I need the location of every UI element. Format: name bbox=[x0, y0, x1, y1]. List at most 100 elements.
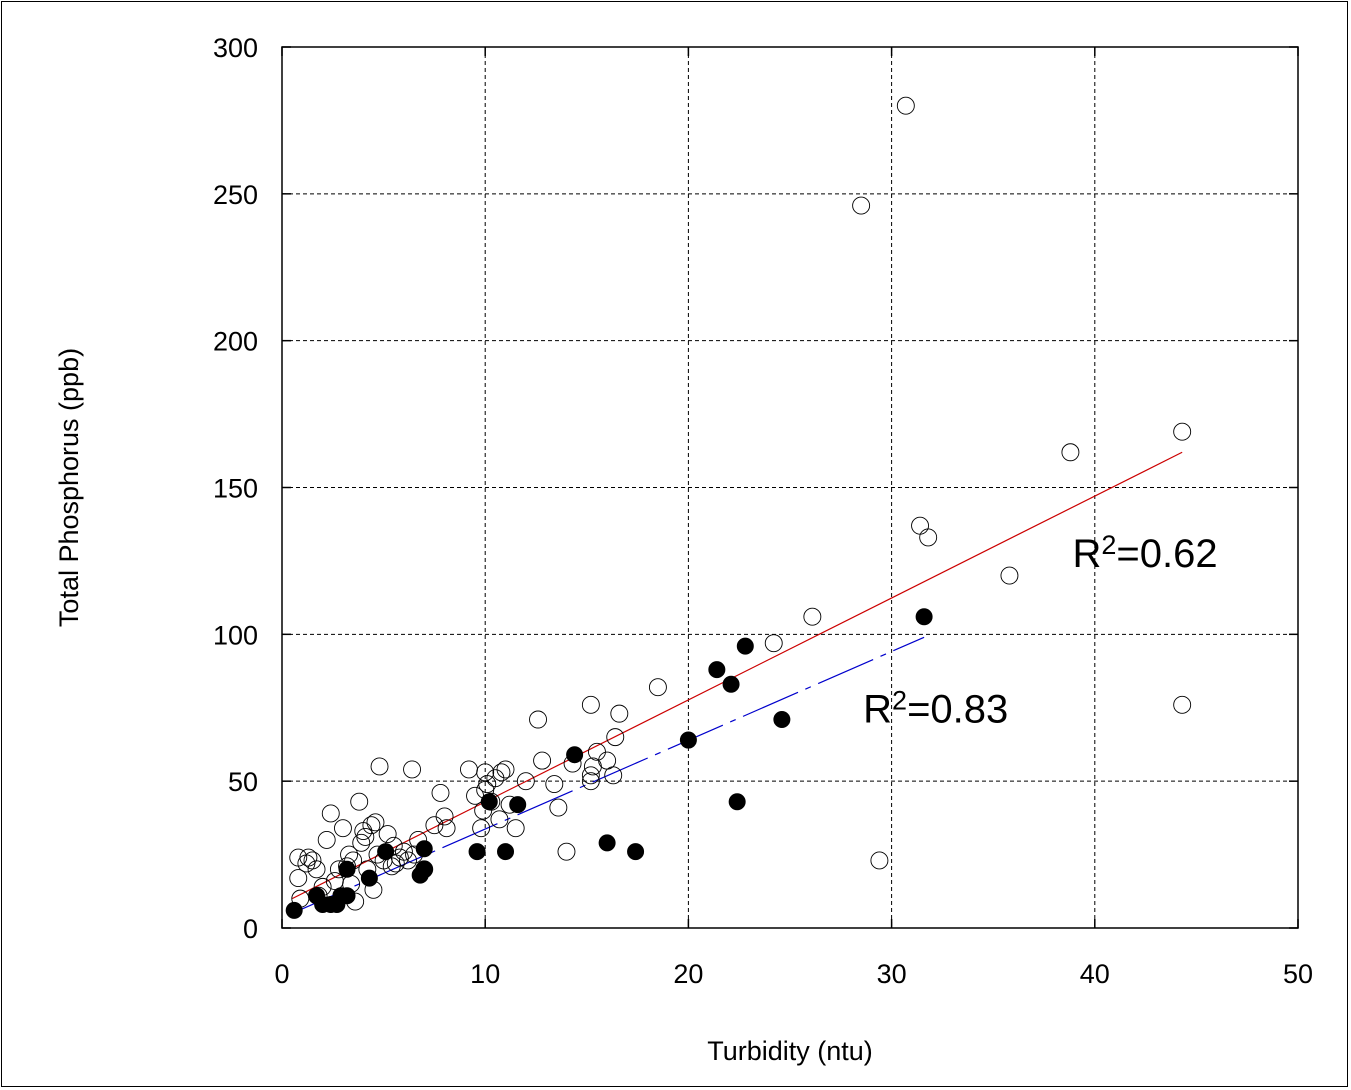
filled-point bbox=[415, 860, 433, 878]
open-point bbox=[1173, 422, 1192, 441]
filled-point bbox=[708, 661, 726, 679]
x-tick-label: 50 bbox=[1283, 959, 1313, 989]
r-squared-label: R2=0.62 bbox=[1072, 530, 1217, 576]
filled-point bbox=[285, 901, 303, 919]
open-point bbox=[588, 742, 606, 761]
open-point bbox=[366, 813, 385, 832]
x-tick-label: 0 bbox=[274, 959, 289, 989]
filled-point bbox=[338, 860, 356, 878]
open-point bbox=[557, 842, 576, 861]
filled-point bbox=[566, 746, 584, 764]
open-point bbox=[350, 792, 369, 811]
open-point bbox=[425, 816, 444, 835]
filled-point bbox=[468, 843, 486, 861]
open-point bbox=[764, 634, 783, 653]
open-point bbox=[490, 810, 509, 829]
open-point bbox=[581, 766, 600, 785]
open-point bbox=[399, 851, 417, 870]
fit-line-dashed bbox=[291, 636, 925, 914]
open-point bbox=[403, 760, 421, 779]
filled-point bbox=[377, 843, 395, 861]
open-point bbox=[356, 828, 375, 846]
open-point bbox=[911, 516, 929, 535]
open-point bbox=[334, 819, 352, 838]
open-point bbox=[299, 848, 318, 867]
y-tick-label: 0 bbox=[243, 914, 258, 944]
open-point bbox=[321, 804, 340, 823]
filled-point bbox=[728, 793, 746, 811]
y-tick-label: 250 bbox=[213, 180, 258, 210]
open-point bbox=[648, 678, 667, 697]
open-point bbox=[549, 798, 568, 817]
open-point bbox=[496, 760, 515, 779]
open-point bbox=[317, 830, 336, 849]
open-point bbox=[1000, 566, 1019, 585]
filled-point bbox=[915, 608, 933, 626]
open-point bbox=[581, 695, 600, 714]
open-point bbox=[303, 851, 322, 870]
open-point bbox=[459, 760, 478, 779]
open-point bbox=[352, 833, 371, 852]
open-point bbox=[431, 783, 450, 802]
open-point bbox=[1061, 443, 1080, 462]
open-point bbox=[486, 769, 505, 788]
y-tick-label: 300 bbox=[213, 33, 258, 63]
open-point bbox=[581, 772, 600, 791]
open-point bbox=[307, 860, 326, 879]
open-point bbox=[606, 728, 625, 747]
open-point bbox=[919, 528, 938, 547]
open-point bbox=[362, 816, 381, 835]
grid bbox=[282, 47, 1298, 928]
filled-point bbox=[627, 843, 645, 861]
x-tick-label: 10 bbox=[470, 959, 500, 989]
open-point bbox=[870, 851, 889, 870]
y-tick-label: 200 bbox=[213, 327, 258, 357]
fit-line-solid bbox=[291, 451, 1183, 900]
r-squared-label: R2=0.83 bbox=[863, 685, 1008, 731]
annotations: R2=0.62 R2=0.83 bbox=[863, 530, 1217, 732]
open-point bbox=[435, 807, 454, 826]
filled-point bbox=[722, 675, 740, 693]
open-point bbox=[472, 819, 491, 838]
open-point bbox=[506, 819, 525, 838]
y-tick-label: 50 bbox=[228, 767, 258, 797]
filled-point bbox=[480, 793, 498, 811]
open-point bbox=[803, 607, 822, 626]
x-axis-label: Turbidity (ntu) bbox=[707, 1036, 873, 1066]
open-point bbox=[533, 751, 552, 770]
open-point bbox=[492, 763, 511, 782]
filled-point bbox=[679, 731, 697, 749]
open-point bbox=[896, 96, 915, 115]
open-point bbox=[610, 704, 629, 723]
open-point bbox=[604, 766, 623, 785]
y-axis-label: Total Phosphorus (ppb) bbox=[54, 348, 84, 627]
filled-point bbox=[415, 840, 433, 858]
filled-point bbox=[736, 637, 754, 655]
open-point bbox=[394, 842, 413, 861]
x-tick-label: 20 bbox=[673, 959, 703, 989]
data-points bbox=[285, 96, 1192, 919]
filled-point bbox=[509, 796, 527, 814]
filled-point bbox=[497, 843, 515, 861]
open-point bbox=[852, 196, 871, 215]
open-point bbox=[529, 710, 547, 729]
y-tick-label: 100 bbox=[213, 620, 258, 650]
x-tick-label: 40 bbox=[1080, 959, 1110, 989]
open-point bbox=[378, 825, 397, 843]
open-point bbox=[437, 819, 456, 838]
filled-point bbox=[598, 834, 616, 852]
open-point bbox=[516, 772, 535, 791]
filled-point bbox=[773, 710, 791, 728]
filled-point bbox=[338, 887, 356, 905]
open-point bbox=[545, 775, 564, 794]
filled-point bbox=[360, 869, 378, 887]
y-tick-label: 150 bbox=[213, 474, 258, 504]
axis-ticks: 0 10 20 30 40 50 0 50 100 150 200 250 300 bbox=[213, 33, 1313, 989]
open-point bbox=[476, 763, 495, 782]
open-point bbox=[289, 869, 308, 888]
open-point bbox=[370, 757, 389, 776]
x-tick-label: 30 bbox=[877, 959, 907, 989]
open-point bbox=[1173, 695, 1192, 714]
